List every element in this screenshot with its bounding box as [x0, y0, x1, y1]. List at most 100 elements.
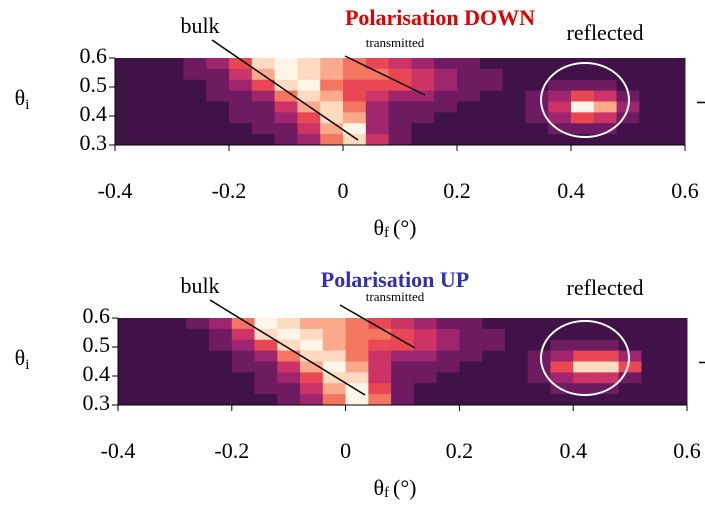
heatmap-cell: [140, 328, 165, 341]
heatmap-cell: [388, 79, 412, 92]
heatmap-cell: [616, 58, 640, 70]
heatmap-cell: [137, 79, 162, 92]
heatmap-cell: [231, 328, 256, 341]
heatmap-cell: [274, 123, 298, 135]
heatmap-cell: [413, 318, 438, 330]
heatmap-cell: [183, 58, 207, 70]
heatmap-cell: [525, 90, 549, 102]
heatmap-cell: [457, 79, 481, 92]
annotation: transmitted: [366, 289, 425, 304]
heatmap-cell: [664, 328, 688, 341]
heatmap-cell: [229, 123, 253, 135]
heatmap-cell: [320, 68, 344, 81]
heatmap-cell: [504, 350, 529, 362]
heatmap-cell: [254, 383, 278, 395]
heatmap-cell: [345, 372, 369, 384]
heatmap-cell: [183, 123, 207, 135]
heatmap-cell: [365, 112, 390, 124]
heatmap-cell: [571, 134, 595, 146]
y-tick-label: 0.6: [80, 43, 108, 68]
heatmap-cell: [274, 134, 298, 146]
heatmap-cell: [548, 90, 572, 102]
annotation: reflected: [567, 275, 644, 300]
heatmap-cell: [662, 79, 686, 92]
highlight-ellipse: [540, 320, 630, 396]
heatmap-cell: [639, 58, 663, 70]
heatmap-cell: [254, 372, 278, 384]
heatmap-cell: [411, 68, 435, 81]
heatmap-cell: [118, 339, 142, 352]
heatmap-cell: [365, 134, 390, 146]
heatmap-cell: [618, 350, 642, 362]
heatmap-cell: [118, 383, 142, 395]
heatmap-cell: [457, 58, 481, 70]
heatmap-cell: [548, 58, 572, 70]
heatmap-cell: [343, 134, 367, 146]
heatmap-cell: [479, 79, 504, 92]
x-tick-label: 0.6: [673, 438, 701, 463]
heatmap-cell: [548, 123, 572, 135]
heatmap-cell: [343, 101, 367, 113]
heatmap-cell: [411, 123, 435, 135]
x-tick-label: -0.4: [101, 438, 136, 463]
annotation-line: [339, 304, 416, 349]
heatmap-cell: [411, 134, 435, 146]
heatmap-cell: [277, 394, 301, 406]
heatmap-cell: [251, 112, 276, 124]
heatmap-cell: [274, 112, 298, 124]
heatmap-cell: [365, 79, 390, 92]
heatmap-cell: [527, 350, 551, 362]
heatmap-cell: [365, 90, 390, 102]
heatmap-cell: [343, 112, 367, 124]
heatmap-cell: [140, 350, 165, 362]
heatmap-cell: [411, 101, 435, 113]
heatmap-cell: [163, 339, 187, 352]
heatmap-cell: [662, 123, 686, 135]
heatmap-cell: [593, 101, 618, 113]
heatmap-cell: [251, 79, 276, 92]
heatmap-cell: [457, 90, 481, 102]
heatmap-cell: [118, 361, 142, 373]
heatmap-cell: [206, 68, 230, 81]
heatmap-cell: [457, 123, 481, 135]
heatmap-cell: [322, 318, 347, 330]
heatmap-cell: [616, 68, 640, 81]
heatmap-cell: [163, 318, 187, 330]
heatmap-cell: [548, 68, 572, 81]
x-tick-label: 0: [338, 178, 349, 203]
heatmap-cell: [502, 101, 526, 113]
heatmap-cell: [229, 112, 253, 124]
heatmap-cell: [163, 394, 187, 406]
heatmap-cell: [411, 58, 435, 70]
heatmap-cell: [231, 339, 256, 352]
heatmap-cell: [320, 101, 344, 113]
x-label-symbol: θ: [374, 215, 385, 240]
heatmap-cell: [436, 318, 460, 330]
heatmap-cell: [479, 123, 504, 135]
heatmap-cell: [411, 112, 435, 124]
heatmap-cell: [368, 394, 392, 406]
heatmap-cell: [368, 328, 392, 341]
heatmap-cell: [502, 68, 526, 81]
heatmap-cell: [345, 328, 369, 341]
heatmap-cell: [229, 79, 253, 92]
heatmap-cell: [388, 112, 412, 124]
heatmap-cell: [206, 134, 230, 146]
heatmap-cell: [368, 318, 392, 330]
heatmap-cell: [297, 123, 321, 135]
annotation: bulk: [180, 13, 219, 38]
heatmap-cell: [482, 383, 506, 395]
heatmap-cell: [413, 339, 438, 352]
heatmap-cell: [548, 79, 572, 92]
heatmap-cell: [160, 79, 184, 92]
heatmap-cell: [186, 361, 210, 373]
heatmap-cell: [297, 79, 321, 92]
panel-title: Polarisation UP: [321, 267, 470, 292]
heatmap-cell: [434, 79, 458, 92]
heatmap-cell: [115, 79, 139, 92]
heatmap-cell: [206, 79, 230, 92]
heatmap-cell: [186, 318, 210, 330]
heatmap-cell: [345, 394, 369, 406]
x-label-unit: (°): [393, 215, 416, 240]
heatmap-cell: [345, 339, 369, 352]
